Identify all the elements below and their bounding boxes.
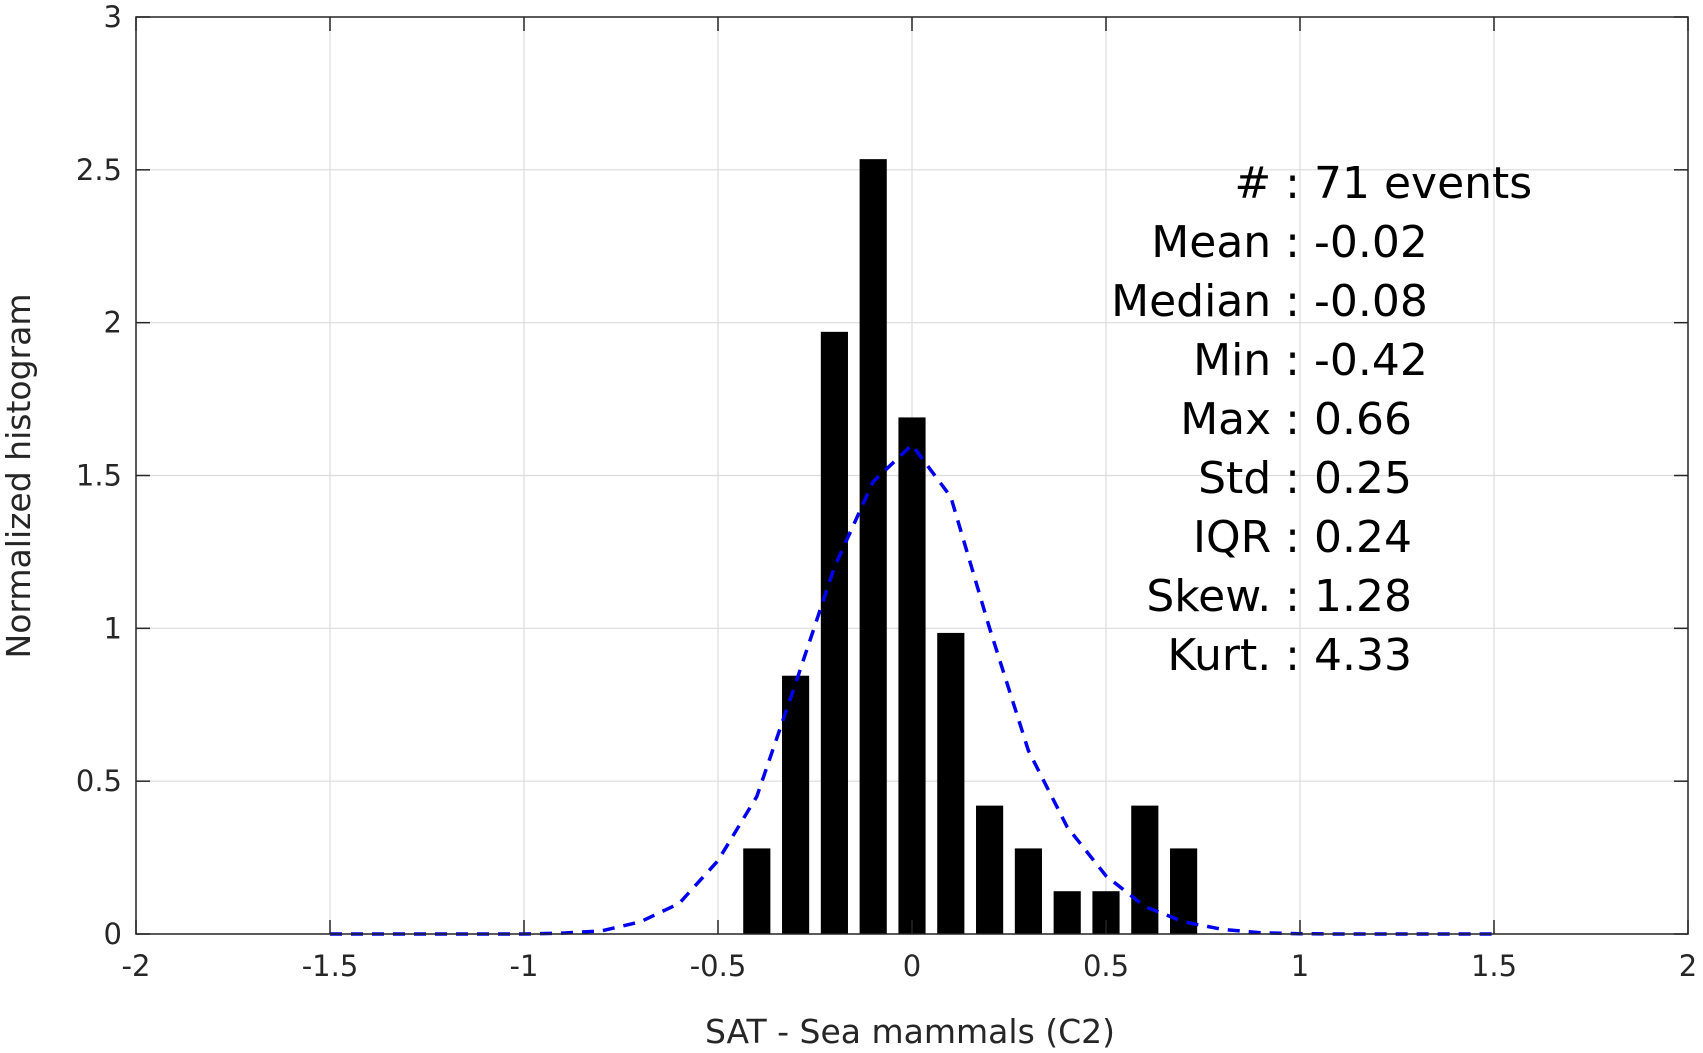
- stat-value: -0.42: [1314, 335, 1428, 386]
- histogram-bar: [1131, 805, 1159, 934]
- stats-annotation: # : 71 events Mean : -0.02 Median : -0.08 Min …: [1111, 158, 1532, 681]
- y-tick-label: 1: [104, 611, 122, 645]
- x-tick-label: 1: [1291, 949, 1309, 983]
- stat-label: IQR :: [1193, 512, 1300, 563]
- histogram-bar: [1053, 891, 1081, 934]
- histogram-bar: [937, 632, 965, 934]
- stat-value: -0.08: [1314, 276, 1428, 327]
- histogram-bar: [1170, 848, 1198, 934]
- histogram-bar: [976, 805, 1004, 934]
- histogram-bars: [743, 159, 1198, 934]
- stat-value: -0.02: [1314, 217, 1428, 268]
- x-tick-label: 0: [903, 949, 921, 983]
- stat-label: Kurt. :: [1167, 630, 1300, 681]
- stat-label: Median :: [1111, 276, 1300, 327]
- tick-labels: -2 -1.5 -1 -0.5 0 0.5 1 1.5 2 0 0.5 1 1.5 2 2.5 3: [76, 0, 1697, 983]
- histogram-bar: [743, 848, 771, 934]
- stat-value: 0.66: [1314, 394, 1412, 445]
- histogram-bar: [820, 331, 848, 934]
- stat-label: Skew. :: [1146, 571, 1300, 622]
- stat-label: Mean :: [1151, 217, 1300, 268]
- stat-value: 4.33: [1314, 630, 1412, 681]
- stat-label: Max :: [1180, 394, 1300, 445]
- y-axis-label: Normalized histogram: [0, 294, 38, 659]
- y-tick-label: 2: [104, 306, 122, 340]
- stat-label: Std :: [1198, 453, 1300, 504]
- stat-value: 0.25: [1314, 453, 1412, 504]
- stat-value: 0.24: [1314, 512, 1412, 563]
- x-tick-label: 1.5: [1471, 949, 1517, 983]
- y-tick-label: 3: [104, 0, 122, 34]
- x-tick-label: -1: [510, 949, 539, 983]
- x-tick-label: -2: [122, 949, 151, 983]
- x-tick-label: 2: [1679, 949, 1697, 983]
- x-tick-label: -0.5: [690, 949, 747, 983]
- histogram-bar: [1014, 848, 1042, 934]
- stat-label: # :: [1234, 158, 1300, 209]
- stat-value: 1.28: [1314, 571, 1412, 622]
- histogram-bar: [859, 159, 887, 934]
- histogram-bar: [898, 417, 926, 934]
- stat-label: Min :: [1193, 335, 1300, 386]
- plot-axes: [135, 16, 1689, 935]
- histogram-bar: [782, 675, 810, 934]
- y-tick-label: 0: [104, 917, 122, 951]
- y-tick-label: 0.5: [76, 764, 122, 798]
- y-tick-label: 1.5: [76, 459, 122, 493]
- x-tick-label: -1.5: [302, 949, 359, 983]
- x-tick-label: 0.5: [1083, 949, 1129, 983]
- y-tick-label: 2.5: [76, 153, 122, 187]
- stat-value: 71 events: [1314, 158, 1532, 209]
- x-axis-label: SAT - Sea mammals (C2): [705, 1012, 1115, 1051]
